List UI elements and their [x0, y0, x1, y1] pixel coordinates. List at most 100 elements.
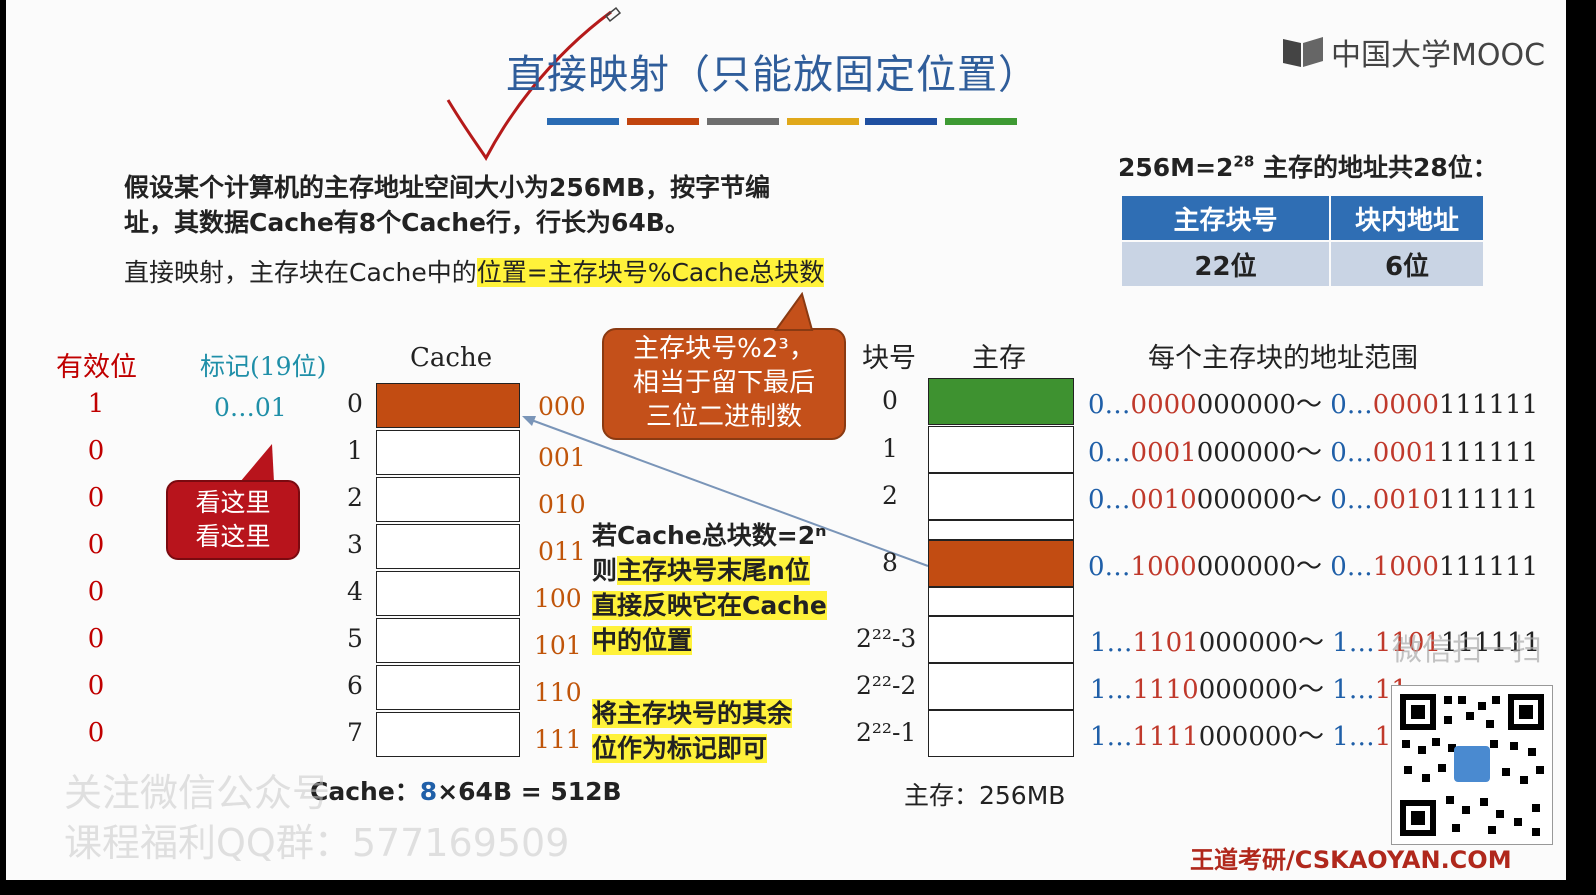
address-range-part: 111111	[1438, 552, 1539, 582]
mapping-arrow	[522, 416, 929, 567]
qr-code[interactable]	[1391, 685, 1553, 845]
cache-line-binary: 101	[534, 631, 582, 660]
address-info: 256M=228 主存的地址共28位：	[1118, 148, 1498, 184]
cache-line	[376, 524, 520, 569]
block-offset-bits: 6位	[1331, 242, 1483, 286]
memory-block-number: 2	[882, 481, 898, 510]
address-range-part: 1000	[1130, 552, 1197, 582]
note-line-2: 则主存块号末尾n位	[592, 553, 827, 588]
address-range-part: 0…	[1330, 438, 1373, 468]
watermark-line-2: 课程福利QQ群：577169509	[64, 821, 570, 865]
cache-line-binary: 000	[538, 392, 586, 421]
address-range-part: 000000～	[1198, 675, 1333, 705]
address-range-part: 0010	[1372, 485, 1439, 515]
memory-block-number: 2²²-3	[856, 624, 917, 653]
mooc-logo: 中国大学MOOC	[1281, 30, 1545, 74]
address-range-part: 000000～	[1196, 552, 1331, 582]
address-range-part: 1000	[1372, 552, 1439, 582]
valid-bit: 0	[87, 577, 105, 607]
look-here-callout: 看这里 看这里	[166, 480, 300, 560]
accent-bar	[787, 118, 859, 125]
address-range: 1…1101000000～ 1…1101111111	[1090, 622, 1540, 659]
header-block-offset: 块内地址	[1331, 196, 1483, 240]
check-mark-annotation	[446, 6, 622, 162]
cache-line-index: 3	[347, 530, 363, 559]
cache-line	[376, 618, 520, 663]
memory-block-number: 2²²-2	[856, 671, 917, 700]
address-range-part: 0…	[1330, 552, 1373, 582]
note-line-4: 中的位置	[592, 626, 693, 655]
address-range: 1…1110000000～ 1…11	[1090, 669, 1408, 706]
memory-block	[928, 710, 1074, 757]
look-here-line-2: 看这里	[195, 522, 271, 551]
cache-size-total: ×64B = 512B	[437, 777, 622, 806]
address-range-part: 111111	[1440, 628, 1541, 658]
address-range-part: 111111	[1438, 485, 1539, 515]
address-info-exponent: 28	[1233, 152, 1255, 171]
cache-line-index: 5	[347, 624, 363, 653]
address-format-table: 主存块号 块内地址 22位 6位	[1120, 194, 1485, 288]
cache-line-binary: 010	[538, 490, 586, 519]
header-block-number: 主存块号	[1122, 196, 1329, 240]
address-range-part: 1…	[1090, 722, 1133, 752]
address-range-part: 1…	[1332, 722, 1375, 752]
mapping-rule: 直接映射，主存块在Cache中的位置=主存块号%Cache总块数	[124, 253, 825, 289]
accent-bar	[547, 118, 619, 125]
cache-line-binary: 001	[538, 443, 586, 472]
mapping-rule-highlight: 位置=主存块号%Cache总块数	[476, 258, 825, 287]
valid-bit: 0	[87, 624, 105, 654]
valid-bit: 1	[87, 389, 105, 419]
address-range-part: 0…	[1088, 438, 1131, 468]
note-line-2-highlight: 主存块号末尾n位	[617, 556, 810, 585]
address-range-part: 1…	[1090, 675, 1133, 705]
cache-line-index: 4	[347, 577, 363, 606]
address-range-part: 1101	[1374, 628, 1441, 658]
modulo-callout-line-1: 主存块号%2³，	[633, 334, 815, 364]
accent-bar	[707, 118, 779, 125]
address-range: 0…0001000000～ 0…0001111111	[1088, 432, 1538, 469]
address-range-part: 000000～	[1198, 628, 1333, 658]
address-range-part: 000000～	[1196, 390, 1331, 420]
cache-line-index: 0	[347, 389, 363, 418]
address-range-part: 000000～	[1198, 722, 1333, 752]
look-here-pointer	[240, 444, 274, 482]
cache-size: Cache：8×64B = 512B	[310, 772, 622, 808]
slide: 直接映射（只能放固定位置） 中国大学MOOC 假设某个计算机的主存地址空间大小为…	[6, 0, 1566, 880]
memory-block	[928, 426, 1074, 473]
address-range-part: 1…	[1090, 628, 1133, 658]
memory-block	[928, 616, 1074, 663]
intro-line-1: 假设某个计算机的主存地址空间大小为256MB，按字节编	[124, 173, 771, 202]
valid-bit: 0	[87, 718, 105, 748]
address-range-part: 1101	[1132, 628, 1199, 658]
mapping-rule-prefix: 直接映射，主存块在Cache中的	[124, 258, 477, 287]
accent-bar	[945, 118, 1017, 125]
cache-line-binary: 011	[538, 537, 586, 566]
tag-note: 将主存块号的其余 位作为标记即可	[592, 696, 793, 766]
tag-note-line-2: 位作为标记即可	[592, 734, 768, 763]
cache-line	[376, 712, 520, 757]
qr-code-icon	[1400, 694, 1544, 836]
address-range-part: 0…	[1088, 485, 1131, 515]
valid-bit-header: 有效位	[56, 352, 137, 383]
modulo-callout-line-2: 相当于留下最后	[632, 368, 815, 398]
callout-pointer	[774, 292, 814, 331]
address-range-part: 0…	[1330, 390, 1373, 420]
cache-line	[376, 383, 520, 428]
note-line-3: 直接反映它在Cache	[592, 591, 827, 620]
address-range-part: 1111	[1132, 722, 1199, 752]
address-range-part: 0001	[1130, 438, 1197, 468]
memory-block	[928, 540, 1074, 587]
memory-block-number: 1	[882, 434, 898, 463]
accent-bar	[627, 118, 699, 125]
logo-text: 中国大学MOOC	[1331, 38, 1546, 73]
cache-line-binary: 111	[534, 725, 582, 754]
cache-line-binary: 110	[534, 678, 582, 707]
block-number-header: 块号	[862, 343, 916, 374]
intro-line-2: 址，其数据Cache有8个Cache行，行长为64B。	[124, 208, 690, 237]
valid-bit: 0	[87, 671, 105, 701]
address-range-part: 0000	[1372, 390, 1439, 420]
accent-bar	[865, 118, 937, 125]
cache-size-label: Cache：	[310, 777, 420, 806]
page-title: 直接映射（只能放固定位置）	[506, 52, 1039, 98]
power-of-two-note: 若Cache总块数=2ⁿ 则主存块号末尾n位 直接反映它在Cache 中的位置	[592, 518, 827, 658]
